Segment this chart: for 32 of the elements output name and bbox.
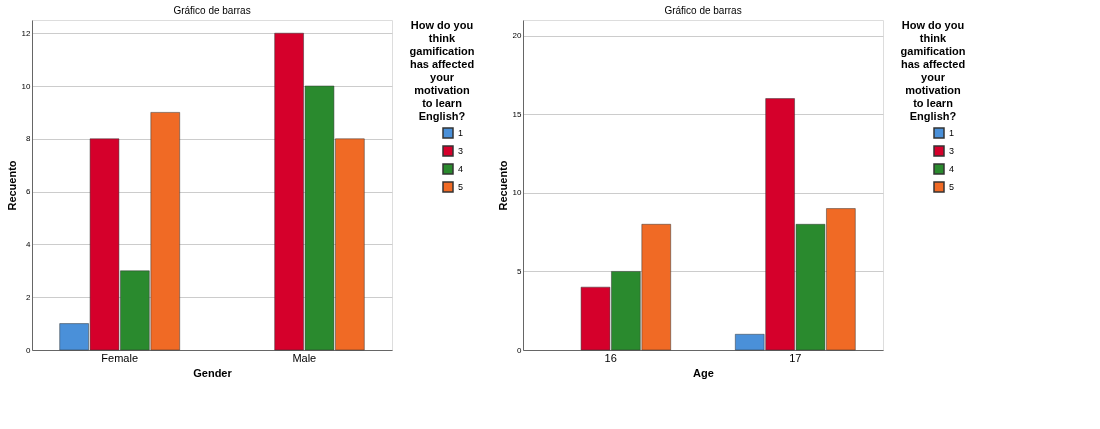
legend-label: 3 [949,146,955,156]
y-axis-title: Recuento [5,160,18,211]
legend-label: 1 [949,128,955,138]
y-tick-label: 10 [21,81,32,91]
legend-label: 5 [458,182,464,192]
legend-label: 5 [949,182,955,192]
y-tick-label: 10 [512,188,523,198]
x-tick-label: Male [292,351,317,364]
legend-label: 3 [458,146,464,156]
y-tick-label: 0 [517,345,523,355]
y-tick-label: 6 [26,187,32,197]
y-tick-label: 15 [512,109,523,119]
x-axis-title: Age [693,366,714,379]
x-axis-title: Gender [193,366,233,379]
legend-label: 1 [458,128,464,138]
y-tick-label: 4 [26,239,32,249]
x-tick-label: 17 [789,351,802,364]
chart-title: Gráfico de barras [173,5,251,16]
y-tick-label: 0 [26,345,32,355]
legend-label: 4 [949,164,955,174]
y-tick-label: 8 [26,134,32,144]
chart-title: Gráfico de barras [664,5,742,16]
legend-label: 4 [458,164,464,174]
y-tick-label: 20 [512,31,523,41]
y-tick-label: 5 [517,266,523,276]
legend-title: How do you think gamification has affected your motivation to learn English? [900,19,966,122]
y-tick-label: 2 [26,292,32,302]
x-tick-label: Female [101,351,139,364]
x-tick-label: 16 [604,351,617,364]
y-axis-title: Recuento [496,160,509,211]
legend-title: How do you think gamification has affected your motivation to learn English? [409,19,475,122]
y-tick-label: 12 [21,28,32,38]
